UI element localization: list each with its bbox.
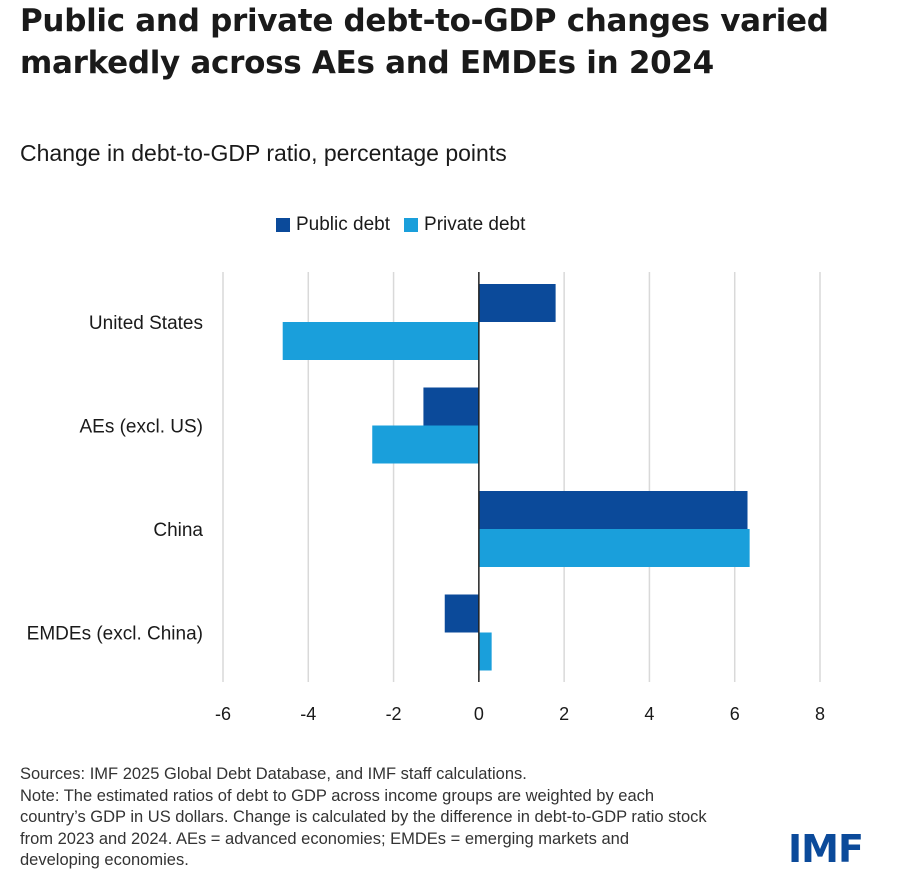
x-tick-label: 6 bbox=[730, 704, 740, 724]
bar-private-2 bbox=[478, 529, 750, 567]
legend-item-public: Public debt bbox=[276, 213, 390, 237]
legend-swatch-private bbox=[404, 218, 419, 232]
x-tick-label: 4 bbox=[644, 704, 654, 724]
category-label: United States bbox=[89, 313, 203, 334]
x-tick-label: -2 bbox=[386, 704, 402, 724]
x-tick-label: 2 bbox=[559, 704, 569, 724]
x-tick-label: 8 bbox=[815, 704, 825, 724]
legend-item-private: Private debt bbox=[404, 213, 525, 237]
imf-logo: IMF bbox=[788, 827, 864, 871]
legend-swatch-public bbox=[276, 218, 290, 232]
chart-footnotes: Sources: IMF 2025 Global Debt Database, … bbox=[20, 764, 710, 872]
bar-chart: -6 -4 -2 0 2 4 6 8 United States AEs (excl. US) Ch… bbox=[27, 272, 825, 724]
category-label: EMDEs (excl. China) bbox=[27, 624, 203, 645]
bar-public-3 bbox=[444, 594, 479, 633]
bar-private-1 bbox=[372, 425, 479, 464]
legend-label-public: Public debt bbox=[296, 214, 391, 235]
legend-label-private: Private debt bbox=[424, 214, 526, 235]
x-tick-label: -4 bbox=[300, 704, 316, 724]
bar-public-0 bbox=[478, 284, 556, 322]
category-label: China bbox=[153, 520, 203, 541]
bar-private-0 bbox=[282, 322, 479, 360]
bar-public-1 bbox=[423, 387, 479, 426]
bar-private-3 bbox=[478, 632, 492, 671]
bar-public-2 bbox=[478, 491, 748, 529]
x-tick-label: -6 bbox=[215, 704, 231, 724]
chart-subtitle: Change in debt-to-GDP ratio, percentage … bbox=[20, 140, 507, 166]
chart-legend: Public debt Private debt bbox=[276, 213, 539, 237]
chart-title: Public and private debt-to-GDP changes v… bbox=[20, 3, 829, 81]
x-tick-label: 0 bbox=[474, 704, 484, 724]
sources-text: Sources: IMF 2025 Global Debt Database, … bbox=[20, 765, 527, 783]
category-label: AEs (excl. US) bbox=[79, 417, 203, 438]
note-text: Note: The estimated ratios of debt to GD… bbox=[20, 786, 707, 870]
